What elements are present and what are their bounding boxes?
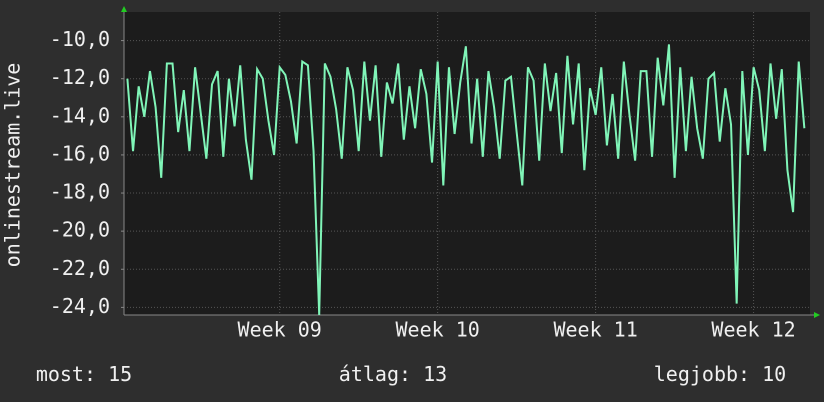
x-tick-label: Week 12	[711, 318, 795, 342]
x-tick-label: Week 09	[238, 318, 322, 342]
y-tick-label: -14,0	[50, 103, 110, 127]
stat-label: legjobb:	[654, 362, 750, 386]
stat-label: most:	[36, 362, 96, 386]
y-arrow	[121, 6, 127, 12]
y-tick-label: -10,0	[50, 27, 110, 51]
y-tick-label: -20,0	[50, 218, 110, 242]
y-tick-label: -18,0	[50, 180, 110, 204]
y-tick-label: -24,0	[50, 294, 110, 318]
y-tick-label: -12,0	[50, 65, 110, 89]
stat-value: 10	[762, 362, 786, 386]
stat-value: 15	[108, 362, 132, 386]
y-tick-label: -16,0	[50, 141, 110, 165]
data-line	[126, 44, 806, 316]
x-tick-label: Week 10	[396, 318, 480, 342]
stat: legjobb: 10	[654, 362, 786, 386]
x-arrow	[814, 312, 820, 318]
y-axis-label: onlinestream.live	[1, 63, 25, 268]
y-tick-label: -22,0	[50, 256, 110, 280]
x-tick-label: Week 11	[553, 318, 637, 342]
stat-label: átlag:	[339, 362, 411, 386]
stat: most: 15	[36, 362, 132, 386]
stat-value: 13	[423, 362, 447, 386]
stat: átlag: 13	[339, 362, 447, 386]
